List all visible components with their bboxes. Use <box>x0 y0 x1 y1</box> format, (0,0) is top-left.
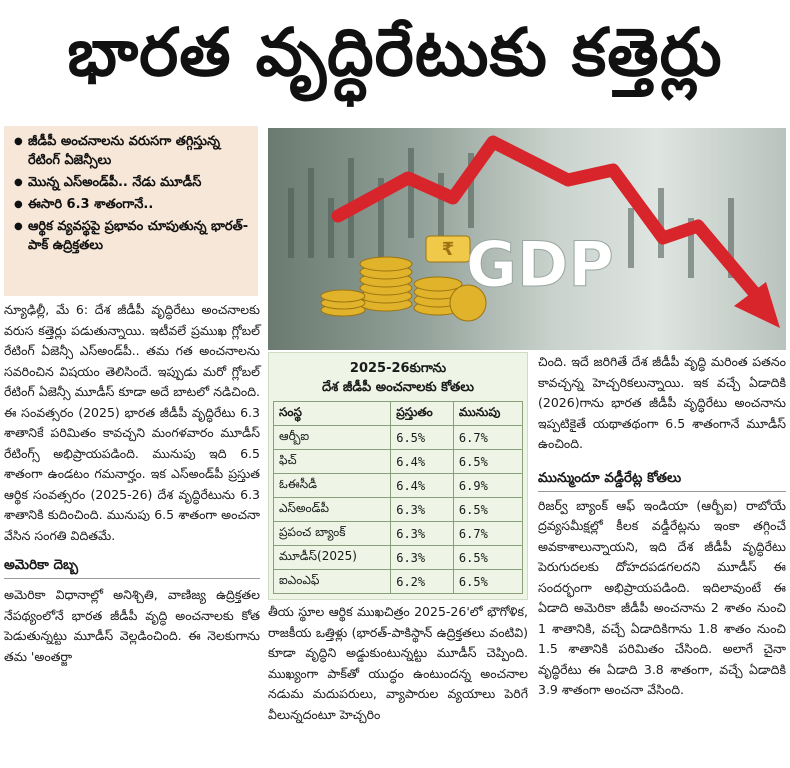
article-paragraph: చింది. ఇదే జరిగితే దేశ జీడీపీ వృద్ధి మరి… <box>538 354 786 451</box>
current-cell: 6.5% <box>390 425 454 450</box>
agency-cell: ఆర్బీఐ <box>272 425 392 450</box>
highlight-item: మొన్న ఎస్అండ్‌పీ.. నేడు మూడీస్ <box>14 173 252 192</box>
header-current: ప్రస్తుతం <box>390 401 454 426</box>
previous-cell: 6.5% <box>452 497 524 522</box>
agency-cell: ఐఎంఎఫ్ <box>272 569 392 594</box>
agency-cell: ప్రపంచ బ్యాంక్ <box>272 521 392 546</box>
current-cell: 6.3% <box>390 497 454 522</box>
rupee-icon: ₹ <box>425 235 471 263</box>
table-row: ప్రపంచ బ్యాంక్ 6.3% 6.7% <box>272 521 524 546</box>
header-agency: సంస్థ <box>272 401 392 426</box>
gdp-cuts-table-box: 2025-26కుగాను దేశ జీడీపీ అంచనాలకు కోతలు … <box>268 352 528 600</box>
previous-cell: 6.9% <box>452 473 524 498</box>
previous-cell: 6.5% <box>452 545 524 570</box>
table-title: 2025-26కుగాను దేశ జీడీపీ అంచనాలకు కోతలు <box>273 359 523 397</box>
current-cell: 6.2% <box>390 569 454 594</box>
table-row: ఓఈసీడీ 6.4% 6.9% <box>272 473 524 498</box>
table-row: ఐఎంఎఫ్ 6.2% 6.5% <box>272 569 524 594</box>
gdp-cuts-table: సంస్థ ప్రస్తుతం మునుపు ఆర్బీఐ 6.5% 6.7% ఫి… <box>272 401 524 594</box>
headline: భారత వృద్ధిరేటుకు కత్తెర్లు <box>67 13 723 91</box>
agency-cell: మూడీస్(2025) <box>272 545 392 570</box>
current-cell: 6.3% <box>390 545 454 570</box>
article-column-2: తీయ స్థూల ఆర్థిక ముఖచిత్రం 2025-26'లో భౌ… <box>268 602 528 725</box>
previous-cell: 6.5% <box>452 569 524 594</box>
table-row: మూడీస్(2025) 6.3% 6.5% <box>272 545 524 570</box>
subheading-rate-cuts: మున్ముందూ వడ్డీరేట్ల కోతలు <box>538 467 786 492</box>
down-arrow-icon <box>331 135 780 328</box>
highlights-box: జీడీపీ అంచనాలను వరుసగా తగ్గిస్తున్న రేటి… <box>4 126 258 296</box>
previous-cell: 6.7% <box>452 425 524 450</box>
table-title-line: దేశ జీడీపీ అంచనాలకు కోతలు <box>321 380 474 395</box>
svg-text:₹: ₹ <box>442 239 455 260</box>
current-cell: 6.3% <box>390 521 454 546</box>
highlight-item: ఆర్థిక వ్యవస్థపై ప్రభావం చూపుతున్న భారత్… <box>14 217 252 255</box>
highlight-item: జీడీపీ అంచనాలను వరుసగా తగ్గిస్తున్న రేటి… <box>14 132 252 170</box>
header-previous: మునుపు <box>452 401 524 426</box>
gdp-photo: ₹ GDP <box>268 128 786 350</box>
previous-cell: 6.5% <box>452 449 524 474</box>
agency-cell: ఫిచ్ <box>272 449 392 474</box>
current-cell: 6.4% <box>390 449 454 474</box>
table-row: ఫిచ్ 6.4% 6.5% <box>272 449 524 474</box>
previous-cell: 6.7% <box>452 521 524 546</box>
article-paragraph: న్యూఢిల్లీ, మే 6: దేశ జీడీపీ వృద్ధిరేటు … <box>4 302 260 543</box>
current-cell: 6.4% <box>390 473 454 498</box>
gdp-text: GDP <box>466 228 614 301</box>
table-row: ఎస్అండ్‌పీ 6.3% 6.5% <box>272 497 524 522</box>
table-title-line: 2025-26కుగాను <box>349 361 447 376</box>
article-column-1: న్యూఢిల్లీ, మే 6: దేశ జీడీపీ వృద్ధిరేటు … <box>4 300 260 667</box>
article-paragraph: రిజర్వ్ బ్యాంక్ ఆఫ్ ఇండియా (ఆర్బీఐ) రాబో… <box>538 497 786 698</box>
article-paragraph: తీయ స్థూల ఆర్థిక ముఖచిత్రం 2025-26'లో భౌ… <box>268 604 528 722</box>
gdp-illustration: ₹ GDP <box>288 135 780 328</box>
article-column-3: చింది. ఇదే జరిగితే దేశ జీడీపీ వృద్ధి మరి… <box>538 352 786 701</box>
table-header-row: సంస్థ ప్రస్తుతం మునుపు <box>272 401 524 426</box>
article-paragraph: అమెరికా విధానాల్లో అనిశ్చితి, వాణిజ్య ఉద… <box>4 587 260 664</box>
table-row: ఆర్బీఐ 6.5% 6.7% <box>272 425 524 450</box>
highlights-list: జీడీపీ అంచనాలను వరుసగా తగ్గిస్తున్న రేటి… <box>14 132 252 255</box>
agency-cell: ఎస్అండ్‌పీ <box>272 497 392 522</box>
agency-cell: ఓఈసీడీ <box>272 473 392 498</box>
highlight-item: ఈసారి 6.3 శాతంగానే.. <box>14 195 252 214</box>
subheading-america: అమెరికా దెబ్బ <box>4 554 260 579</box>
coin-stacks: ₹ <box>320 235 487 322</box>
